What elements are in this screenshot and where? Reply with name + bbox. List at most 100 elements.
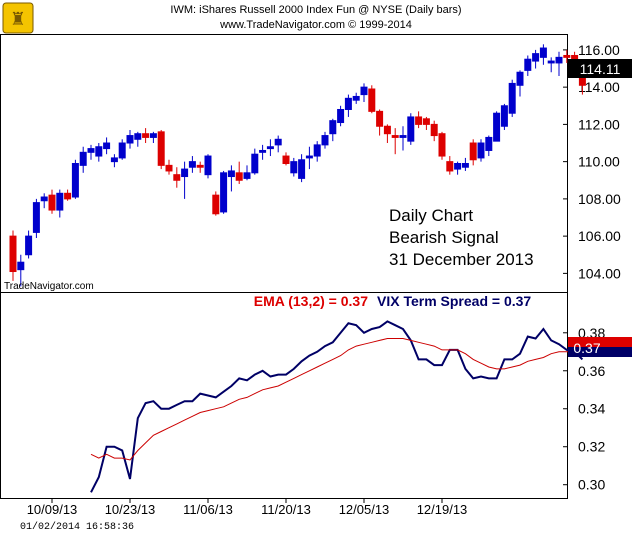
indicator-tick-label: 0.32 bbox=[578, 439, 605, 455]
indicator-lines bbox=[90, 320, 584, 493]
candle-body bbox=[337, 108, 345, 124]
candle bbox=[25, 230, 33, 259]
indicator-tick-label: 0.38 bbox=[578, 325, 605, 341]
price-tick-label: 114.00 bbox=[578, 79, 620, 95]
candle-body bbox=[56, 192, 64, 211]
candle-body bbox=[227, 170, 235, 178]
candle-body bbox=[461, 163, 469, 168]
candle-body bbox=[407, 116, 415, 142]
candle bbox=[539, 44, 547, 65]
candle bbox=[422, 116, 430, 130]
candle-body bbox=[563, 54, 571, 58]
candle bbox=[555, 51, 563, 76]
indicator-tick-label: 0.36 bbox=[578, 363, 605, 379]
date-tick-label: 11/06/13 bbox=[183, 502, 233, 517]
candle bbox=[305, 146, 313, 170]
candle-body bbox=[446, 161, 454, 172]
candle-body bbox=[555, 56, 563, 64]
candle-body bbox=[110, 157, 118, 163]
candle bbox=[337, 105, 345, 127]
candle bbox=[290, 157, 298, 177]
candle bbox=[360, 83, 368, 103]
date-tick-label: 10/09/13 bbox=[27, 502, 78, 517]
candle-body bbox=[251, 153, 259, 174]
candle bbox=[243, 165, 251, 181]
date-tick-label: 12/05/13 bbox=[339, 502, 390, 517]
candle bbox=[430, 120, 438, 142]
candle-body bbox=[25, 235, 33, 256]
candle bbox=[212, 191, 220, 216]
indicator-axis: 0.38 0.36 0.34 0.32 0.30 bbox=[563, 325, 605, 493]
annotation-line-3: 31 December 2013 bbox=[389, 250, 534, 269]
date-tick-label: 10/23/13 bbox=[105, 502, 156, 517]
candle bbox=[79, 146, 87, 173]
candle-body bbox=[329, 120, 337, 135]
candle-body bbox=[524, 58, 532, 71]
candle bbox=[71, 159, 79, 199]
candle-body bbox=[79, 151, 87, 166]
candle bbox=[126, 129, 134, 149]
candle-body bbox=[181, 168, 189, 178]
candle bbox=[469, 139, 477, 166]
candle-body bbox=[235, 172, 243, 181]
candle-body bbox=[157, 131, 165, 166]
candle bbox=[56, 189, 64, 218]
candle bbox=[446, 156, 454, 175]
candle-body bbox=[298, 159, 306, 179]
candle-body bbox=[469, 142, 477, 161]
date-tick-label: 12/19/13 bbox=[417, 502, 468, 517]
candle-body bbox=[360, 86, 368, 96]
candle bbox=[251, 148, 259, 175]
candle-body bbox=[454, 163, 462, 170]
candle-body bbox=[305, 155, 313, 159]
candle-body bbox=[391, 135, 399, 138]
candle bbox=[259, 144, 267, 160]
candle-body bbox=[485, 136, 493, 151]
candle-body bbox=[290, 161, 298, 174]
candle-body bbox=[204, 155, 212, 176]
candle bbox=[352, 92, 360, 104]
candle-body bbox=[266, 146, 274, 150]
candle-body bbox=[422, 118, 430, 125]
price-tick-label: 116.00 bbox=[578, 42, 620, 58]
candle bbox=[485, 135, 493, 157]
candle bbox=[103, 137, 111, 155]
candle-body bbox=[243, 172, 251, 179]
candle bbox=[524, 55, 532, 76]
candle bbox=[563, 49, 571, 63]
candle bbox=[266, 139, 274, 157]
candle bbox=[118, 139, 126, 160]
vix-value-box bbox=[568, 347, 632, 357]
candle-body bbox=[368, 88, 376, 112]
candle-body bbox=[571, 54, 579, 60]
candle-body bbox=[399, 135, 407, 138]
candle-body bbox=[149, 133, 157, 138]
watermark: TradeNavigator.com bbox=[4, 281, 94, 292]
candle-body bbox=[142, 133, 150, 138]
candle-body bbox=[32, 202, 40, 233]
candle-body bbox=[118, 142, 126, 159]
candle-body bbox=[313, 144, 321, 157]
candle-body bbox=[274, 138, 282, 146]
candle-body bbox=[17, 261, 25, 271]
candle-body bbox=[539, 47, 547, 58]
candle bbox=[438, 131, 446, 160]
ema-line bbox=[90, 338, 583, 461]
price-tick-label: 110.00 bbox=[578, 154, 620, 170]
candle-body bbox=[493, 112, 501, 142]
last-price-label: 114.11 bbox=[580, 61, 621, 77]
vix-term-spread-line bbox=[90, 320, 584, 493]
ema-value-box bbox=[568, 337, 632, 347]
price-axis: 116.00 114.00 112.00 110.00 108.00 106.00 104.… bbox=[563, 42, 621, 281]
candle bbox=[399, 126, 407, 151]
candle-body bbox=[259, 149, 267, 153]
candle bbox=[134, 131, 142, 147]
chart-title: IWM: iShares Russell 2000 Index Fun @ NY… bbox=[170, 4, 461, 16]
candle bbox=[344, 94, 352, 117]
price-tick-label: 106.00 bbox=[578, 228, 621, 244]
price-tick-label: 108.00 bbox=[578, 191, 621, 207]
candle bbox=[368, 85, 376, 114]
candle bbox=[9, 230, 17, 281]
candle bbox=[383, 124, 391, 144]
date-axis: 10/09/13 10/23/13 11/06/13 11/20/13 12/05/13… bbox=[27, 498, 468, 517]
